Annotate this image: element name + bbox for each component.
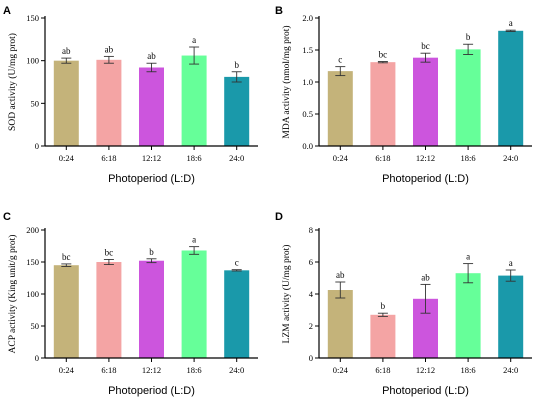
chart-panel-b: Bc 0:24 bc 6:18 bc 12:12 b 18:6 a 24:0 0.0 0.5 1.0 1.… [275, 5, 532, 185]
x-tick-label: 12:12 [416, 365, 435, 375]
significance-label: ab [62, 46, 71, 56]
significance-label: ab [147, 51, 156, 61]
significance-label: bc [105, 247, 114, 257]
y-tick-label: 100 [26, 289, 39, 299]
significance-label: a [509, 258, 513, 268]
y-tick-label: 6 [309, 257, 313, 267]
significance-label: a [192, 235, 196, 245]
y-axis-title: MDA activity (nmol/mg prot) [281, 25, 292, 138]
x-tick-label: 18:6 [187, 365, 202, 375]
significance-label: bc [62, 252, 71, 262]
x-axis-title: Photoperiod (L:D) [108, 385, 195, 397]
x-tick-label: 12:12 [142, 365, 161, 375]
y-axis-title: LZM activity (U/mg prot) [281, 245, 292, 344]
significance-label: b [234, 60, 239, 70]
x-tick-label: 0:24 [333, 153, 349, 163]
y-tick-label: 2 [309, 321, 313, 331]
y-tick-label: 2.0 [302, 13, 313, 23]
y-tick-label: 0.0 [302, 141, 313, 151]
bar [139, 260, 164, 358]
x-axis-title: Photoperiod (L:D) [382, 385, 469, 397]
y-tick-label: 150 [26, 257, 39, 267]
chart-panel-d: Dab 0:24 b 6:18 ab 12:12 a 18:6 a 24:0 0 2 4 6 8 Photop… [275, 211, 532, 397]
x-tick-label: 12:12 [142, 153, 161, 163]
bar [327, 290, 353, 358]
panel-letter: B [275, 5, 283, 17]
x-tick-label: 0:24 [333, 365, 349, 375]
significance-label: bc [421, 41, 430, 51]
bar [224, 76, 250, 146]
bar [455, 273, 481, 358]
y-tick-label: 150 [26, 13, 39, 23]
significance-label: b [381, 301, 386, 311]
significance-label: c [235, 258, 239, 268]
significance-label: ab [105, 44, 114, 54]
bar [327, 71, 353, 146]
bar [498, 275, 524, 358]
bar [53, 265, 79, 358]
significance-label: a [192, 35, 196, 45]
x-tick-label: 24:0 [503, 153, 518, 163]
bar [224, 270, 250, 358]
y-tick-label: 0 [35, 141, 39, 151]
panel-letter: C [3, 211, 11, 223]
panel-letter: A [3, 5, 11, 17]
x-tick-label: 6:18 [375, 153, 390, 163]
bar [181, 55, 207, 147]
y-tick-label: 100 [26, 56, 39, 66]
x-tick-label: 24:0 [229, 365, 244, 375]
bar [96, 262, 122, 358]
x-tick-label: 0:24 [59, 153, 75, 163]
x-tick-label: 24:0 [229, 153, 244, 163]
chart-panel-c: Cbc 0:24 bc 6:18 b 12:12 a 18:6 c 24:0 0 50 100 150 20… [3, 211, 258, 397]
y-tick-label: 0 [35, 353, 39, 363]
significance-label: a [466, 252, 470, 262]
panel-letter: D [275, 211, 283, 223]
y-axis-title: ACP activity (King unit/g prot) [7, 235, 18, 354]
y-tick-label: 50 [31, 98, 40, 108]
bar [139, 67, 164, 146]
y-tick-label: 50 [31, 321, 40, 331]
significance-label: ab [421, 272, 430, 282]
bar [181, 250, 207, 358]
x-tick-label: 0:24 [59, 365, 75, 375]
y-tick-label: 1.0 [302, 77, 313, 87]
y-tick-label: 8 [309, 225, 313, 235]
significance-label: b [466, 32, 471, 42]
x-tick-label: 18:6 [187, 153, 202, 163]
bar [498, 30, 524, 146]
significance-label: c [338, 55, 342, 65]
bar [96, 59, 122, 146]
x-tick-label: 6:18 [375, 365, 390, 375]
x-tick-label: 18:6 [461, 365, 476, 375]
bar [370, 62, 396, 146]
y-tick-label: 4 [309, 289, 314, 299]
x-tick-label: 12:12 [416, 153, 435, 163]
y-tick-label: 0 [309, 353, 313, 363]
bar [370, 314, 396, 358]
y-axis-title: SOD activity (U/mg prot) [7, 33, 18, 131]
x-tick-label: 24:0 [503, 365, 518, 375]
x-tick-label: 6:18 [101, 365, 116, 375]
chart-panel-a: Aab 0:24 ab 6:18 ab 12:12 a 18:6 b 24:0 0 50 100 150 P… [3, 5, 258, 185]
significance-label: a [509, 18, 513, 28]
x-axis-title: Photoperiod (L:D) [382, 173, 469, 185]
y-tick-label: 0.5 [302, 109, 313, 119]
significance-label: ab [336, 270, 345, 280]
bar [413, 57, 438, 146]
bar [53, 60, 79, 146]
significance-label: b [149, 247, 154, 257]
x-tick-label: 18:6 [461, 153, 476, 163]
x-tick-label: 6:18 [101, 153, 116, 163]
y-tick-label: 1.5 [302, 45, 313, 55]
bar [455, 49, 481, 146]
significance-label: bc [379, 50, 388, 60]
y-tick-label: 200 [26, 225, 39, 235]
x-axis-title: Photoperiod (L:D) [108, 173, 195, 185]
